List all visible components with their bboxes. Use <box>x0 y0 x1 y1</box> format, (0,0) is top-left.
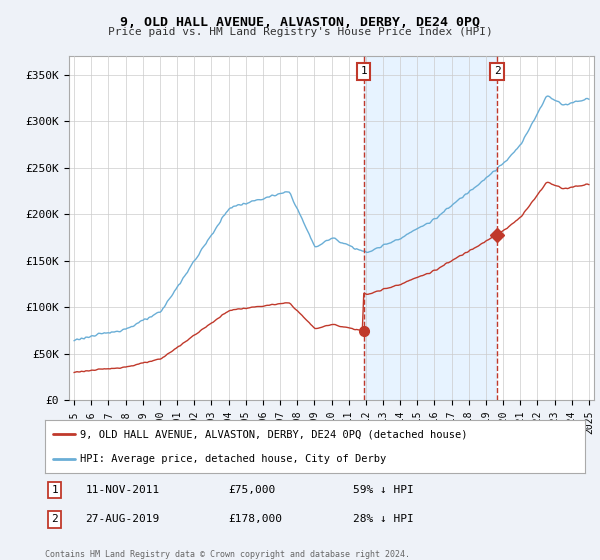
Text: £75,000: £75,000 <box>229 485 276 495</box>
Text: £178,000: £178,000 <box>229 515 283 524</box>
Text: 1: 1 <box>52 485 58 495</box>
Text: 2: 2 <box>494 66 500 76</box>
Text: 28% ↓ HPI: 28% ↓ HPI <box>353 515 413 524</box>
Text: HPI: Average price, detached house, City of Derby: HPI: Average price, detached house, City… <box>80 454 386 464</box>
Text: 1: 1 <box>360 66 367 76</box>
Text: 11-NOV-2011: 11-NOV-2011 <box>86 485 160 495</box>
Text: 9, OLD HALL AVENUE, ALVASTON, DERBY, DE24 0PQ (detached house): 9, OLD HALL AVENUE, ALVASTON, DERBY, DE2… <box>80 430 467 440</box>
Text: 27-AUG-2019: 27-AUG-2019 <box>86 515 160 524</box>
Text: 9, OLD HALL AVENUE, ALVASTON, DERBY, DE24 0PQ: 9, OLD HALL AVENUE, ALVASTON, DERBY, DE2… <box>120 16 480 29</box>
Text: 2: 2 <box>52 515 58 524</box>
Text: Contains HM Land Registry data © Crown copyright and database right 2024.
This d: Contains HM Land Registry data © Crown c… <box>45 550 410 560</box>
Text: Price paid vs. HM Land Registry's House Price Index (HPI): Price paid vs. HM Land Registry's House … <box>107 27 493 37</box>
Text: 59% ↓ HPI: 59% ↓ HPI <box>353 485 413 495</box>
